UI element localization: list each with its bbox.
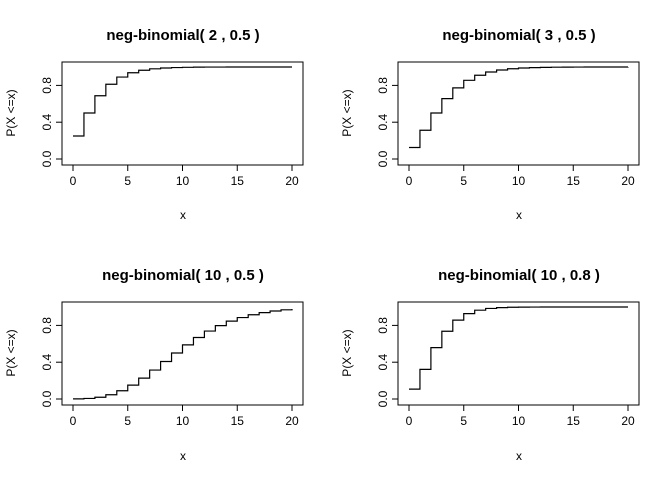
y-tick-label: 0.4 xyxy=(40,114,54,131)
x-tick-label: 15 xyxy=(567,414,581,428)
x-axis-label: x xyxy=(516,449,522,463)
chart-title: neg-binomial( 2 , 0.5 ) xyxy=(106,27,259,44)
y-tick-label: 0.0 xyxy=(376,390,390,407)
series-step-line xyxy=(73,66,292,137)
x-tick-label: 20 xyxy=(621,414,635,428)
x-tick-label: 20 xyxy=(285,414,299,428)
chart-panel-4: neg-binomial( 10 , 0.8 ) x P(X <=x) 0 5 10… xyxy=(340,267,640,463)
y-tick-label: 0.0 xyxy=(40,390,54,407)
y-axis-label: P(X <=x) xyxy=(4,89,18,136)
x-tick-label: 5 xyxy=(124,414,131,428)
x-tick-label: 5 xyxy=(460,174,467,188)
chart-panel-1: neg-binomial( 2 , 0.5 ) x P(X <=x) 0 5 10 1… xyxy=(4,27,304,222)
x-tick-label: 0 xyxy=(70,414,77,428)
chart-panel-2: neg-binomial( 3 , 0.5 ) x P(X <=x) 0 5 10 1… xyxy=(340,27,640,222)
x-axis-label: x xyxy=(516,208,522,222)
y-tick-label: 0.8 xyxy=(40,317,54,334)
x-tick-label: 10 xyxy=(176,174,190,188)
x-tick-label: 0 xyxy=(70,174,77,188)
x-tick-label: 20 xyxy=(621,174,635,188)
chart-panel-3: neg-binomial( 10 , 0.5 ) x P(X <=x) 0 5 10… xyxy=(4,267,304,463)
series-step-line xyxy=(409,66,629,149)
y-tick-label: 0.4 xyxy=(376,354,390,371)
x-tick-label: 5 xyxy=(460,414,467,428)
y-axis-label: P(X <=x) xyxy=(4,329,18,376)
x-axis-label: x xyxy=(180,208,186,222)
series-step-line xyxy=(409,306,628,390)
x-tick-label: 10 xyxy=(176,414,190,428)
x-tick-label: 0 xyxy=(406,414,413,428)
x-axis-label: x xyxy=(180,449,186,463)
plot-frame xyxy=(61,61,304,166)
chart-title: neg-binomial( 10 , 0.8 ) xyxy=(438,267,600,284)
x-tick-label: 10 xyxy=(512,174,526,188)
series-step-line xyxy=(73,308,293,400)
y-tick-label: 0.8 xyxy=(40,77,54,94)
y-axis-label: P(X <=x) xyxy=(340,89,354,136)
y-axis-label: P(X <=x) xyxy=(340,329,354,376)
x-tick-label: 20 xyxy=(285,174,299,188)
chart-title: neg-binomial( 10 , 0.5 ) xyxy=(102,267,264,284)
x-tick-label: 15 xyxy=(231,414,245,428)
x-tick-label: 15 xyxy=(567,174,581,188)
y-tick-label: 0.8 xyxy=(376,317,390,334)
y-tick-label: 0.4 xyxy=(376,114,390,131)
x-tick-label: 10 xyxy=(512,414,526,428)
y-tick-label: 0.4 xyxy=(40,354,54,371)
plot-frame xyxy=(397,301,640,406)
x-tick-label: 0 xyxy=(406,174,413,188)
y-tick-label: 0.8 xyxy=(376,77,390,94)
y-tick-label: 0.0 xyxy=(376,150,390,167)
chart-title: neg-binomial( 3 , 0.5 ) xyxy=(442,27,595,44)
x-tick-label: 15 xyxy=(231,174,245,188)
y-tick-label: 0.0 xyxy=(40,150,54,167)
x-tick-label: 5 xyxy=(124,174,131,188)
